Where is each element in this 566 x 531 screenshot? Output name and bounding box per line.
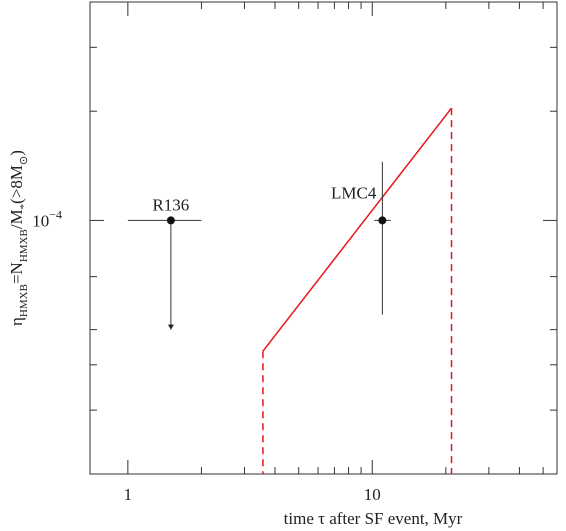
y-label-part: /M [7,209,26,229]
y-label-part: η [7,317,26,326]
upper-limit-arrow [167,324,174,330]
y-tick-base: 10 [32,211,49,230]
model-line [262,107,453,352]
point-label: R136 [152,195,189,214]
y-label-part: (>8M [7,165,26,204]
y-label-sub: HMXB [18,284,30,317]
x-axis-label: time τ after SF event, Myr [284,509,463,528]
data-point [166,216,175,225]
data-point [378,216,387,225]
plot-frame [89,1,558,475]
y-tick-label: 10−4 [32,207,62,230]
y-tick-exponent: −4 [49,207,62,221]
y-label-part: ) [7,150,26,156]
y-axis-label: ηHMXB=NHMXB/M*(>8M⊙) [7,150,30,326]
x-tick-label: 1 [124,485,133,504]
y-label-sub: ⊙ [18,156,30,165]
point-label: LMC4 [331,183,377,202]
y-label-sub: * [18,204,30,210]
y-label-sub: HMXB [18,229,30,262]
x-tick-label: 10 [364,485,381,504]
y-label-part: =N [7,262,26,284]
